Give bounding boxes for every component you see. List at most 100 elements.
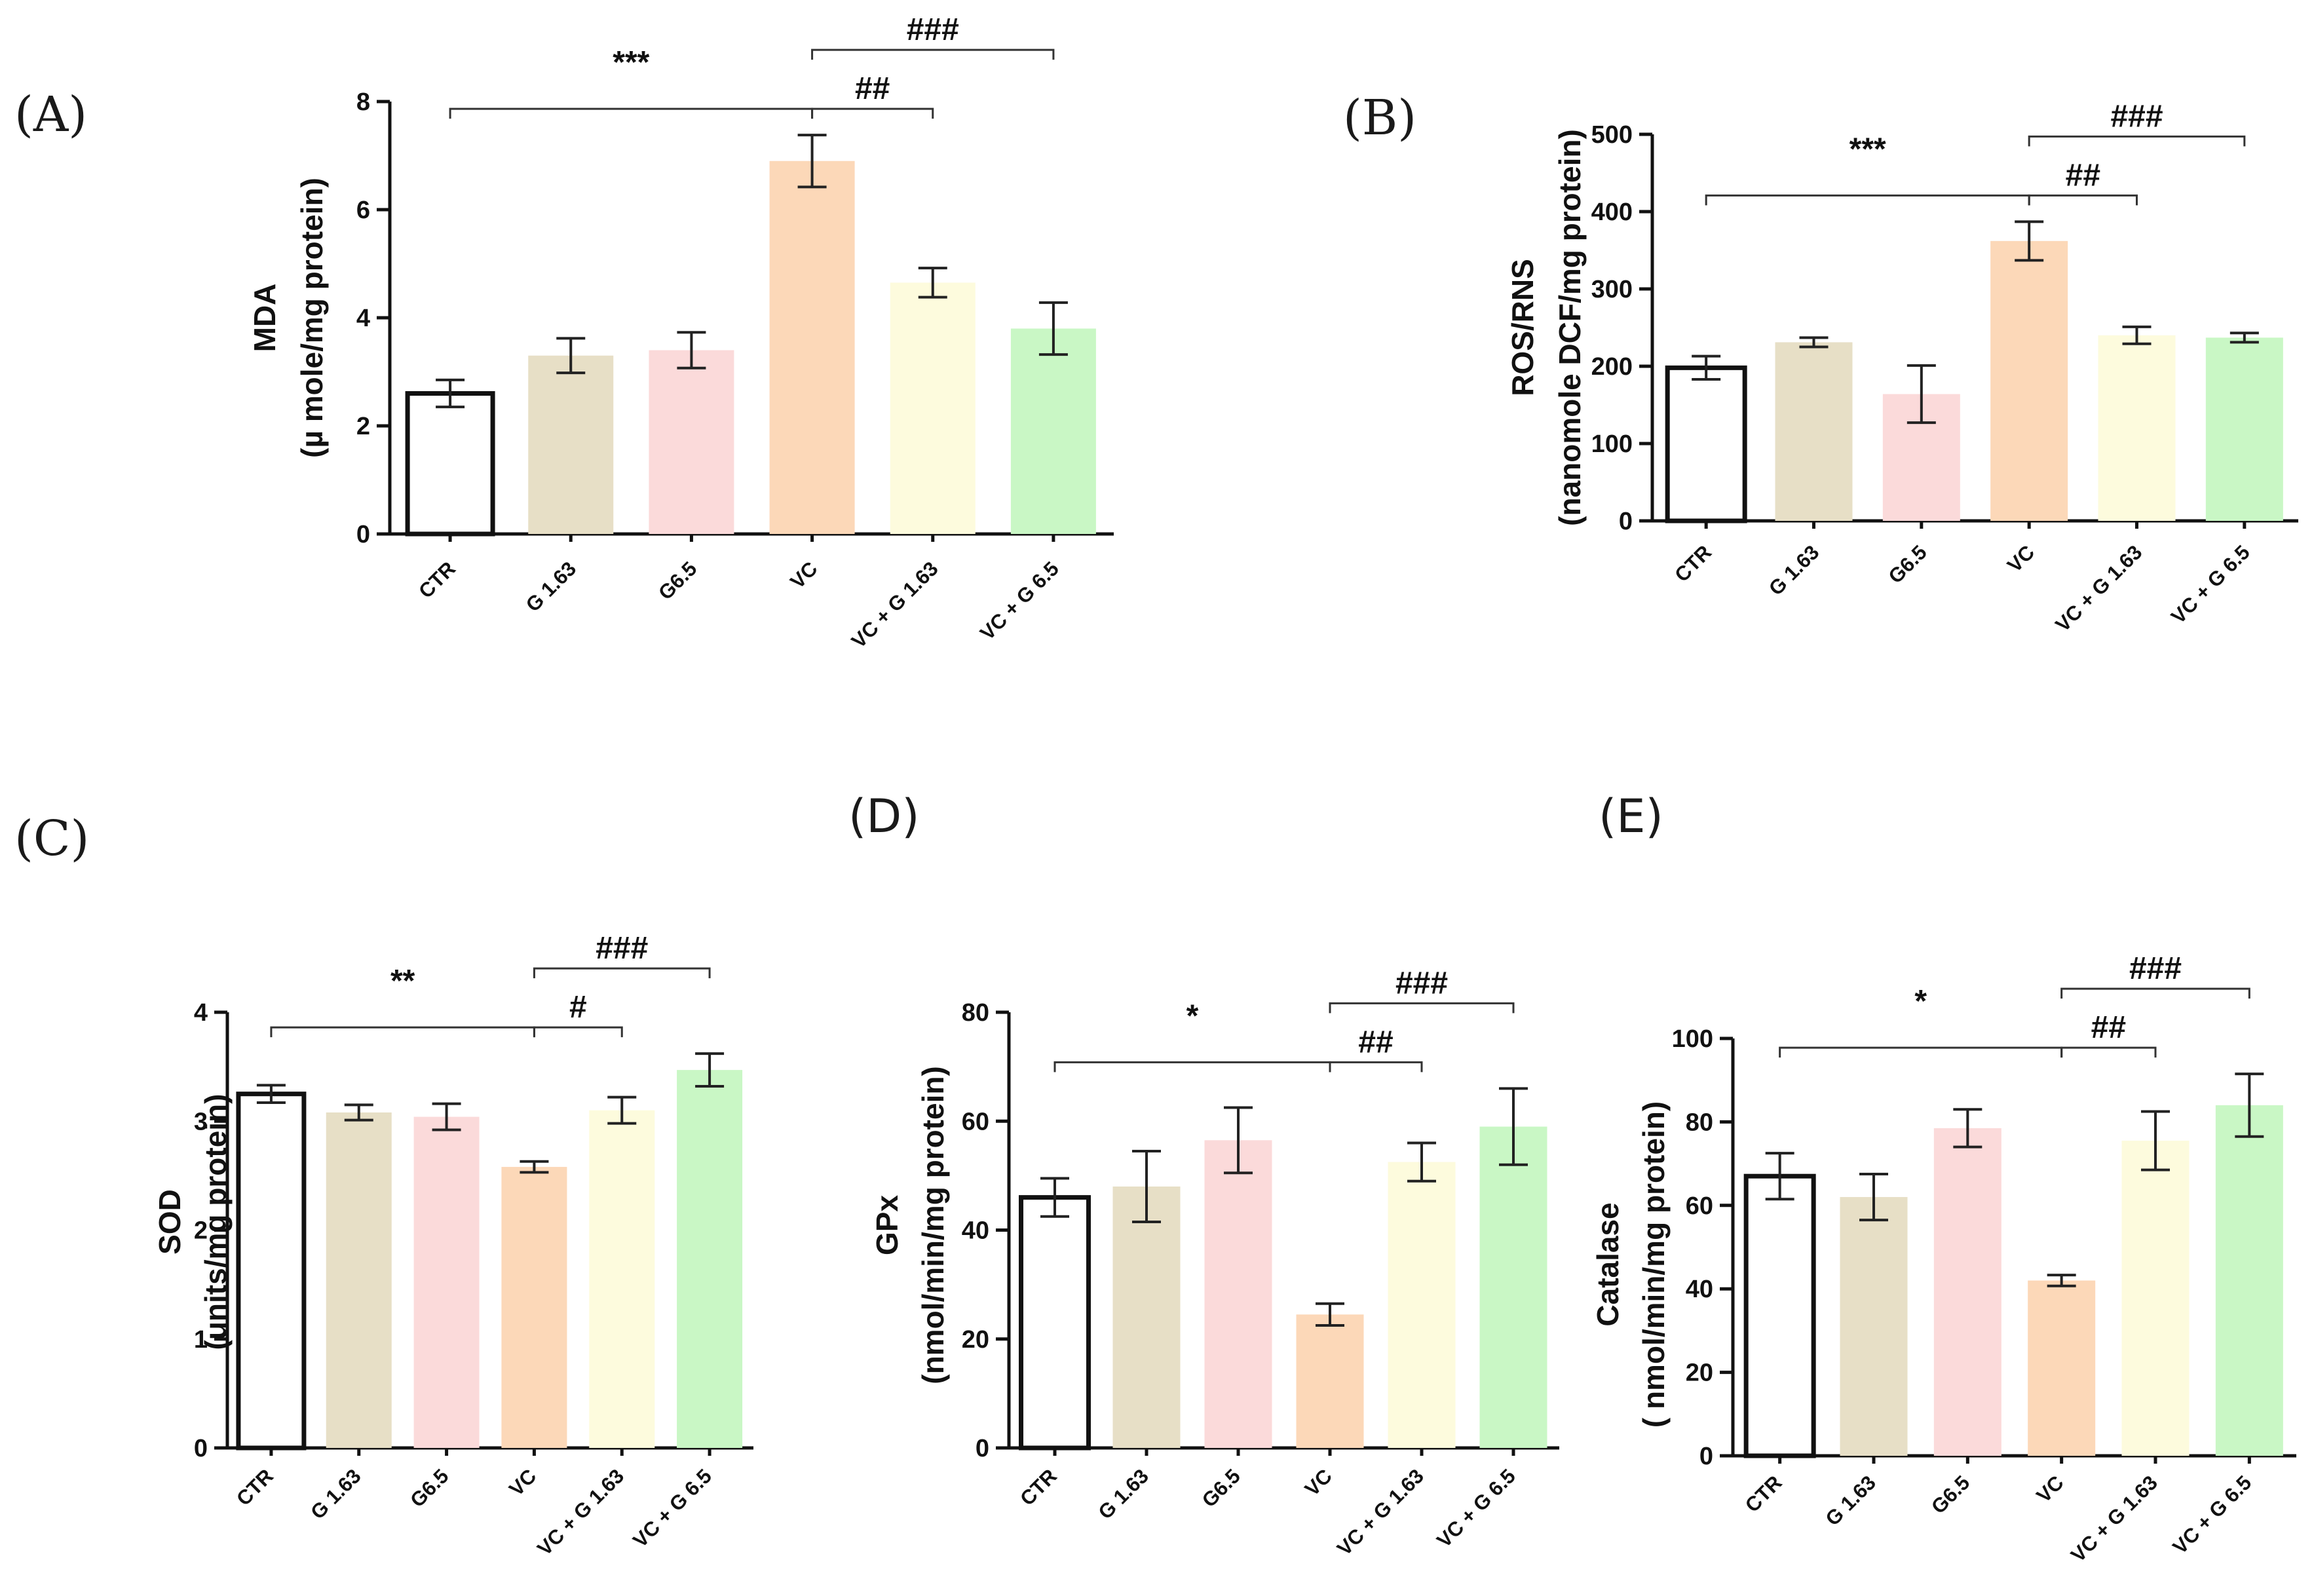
panel-d-error-bar [1407, 1141, 1436, 1183]
panel-a-letter: (A) [14, 86, 87, 143]
panel-b-y-tick-label: 500 [1591, 121, 1633, 149]
panel-e-category-label: VC + G 1.63 [2066, 1471, 2162, 1567]
panel-e-error-bar [2047, 1274, 2076, 1287]
panel-b-plot: 0 100 200 300 400 500 CTR G 1.63 G6.5 VC VC + G 1.… [1591, 99, 2298, 636]
panel-d-error-bar [1132, 1149, 1161, 1224]
panel-b-y-tick-label: 200 [1591, 353, 1633, 381]
panel-c-y-tick-label: 0 [194, 1435, 208, 1462]
panel-b-significance-label: ### [2110, 99, 2163, 134]
panel-b-letter: (B) [1343, 90, 1416, 146]
panel-a-ylabel-units: (µ mole/mg protein) [295, 178, 329, 458]
panel-d-bar [1112, 1187, 1181, 1448]
panel-e-category-label: G 1.63 [1821, 1471, 1880, 1530]
panel-a-y-tick-label: 6 [356, 197, 370, 224]
panel-d-significance-label: ### [1395, 966, 1448, 1000]
panel-e-bar [1933, 1128, 2001, 1456]
panel-b: (B) ROS/RNS (nanomole DCF/mg protein) 0 1… [1343, 90, 2298, 636]
panel-a-y-tick-label: 2 [356, 413, 370, 440]
panel-b-significance-label: ## [2066, 158, 2100, 193]
panel-b-ylabel-units: (nanomole DCF/mg protein) [1553, 129, 1587, 526]
panel-d-significance-label: * [1186, 998, 1199, 1033]
panel-c-y-tick-label: 2 [194, 1217, 208, 1245]
panel-b-ylabel: ROS/RNS [1506, 259, 1540, 396]
panel-e-bar [2028, 1280, 2096, 1456]
panel-c-category-label: VC + G 1.63 [533, 1464, 628, 1560]
panel-d-category-label: G 1.63 [1093, 1464, 1153, 1524]
panel-a-category-label: VC [786, 557, 822, 593]
panel-c-category-label: G6.5 [406, 1464, 453, 1511]
panel-a-category-label: G 1.63 [522, 557, 581, 617]
panel-a-bar [769, 161, 855, 534]
panel-d-significance-bracket [1329, 1061, 1423, 1073]
panel-b-error-bar [1692, 354, 1721, 381]
panel-a-significance-bracket [811, 107, 934, 119]
panel-a-bar [649, 350, 734, 534]
panel-a-error-bar [1038, 301, 1068, 356]
panel-d-y-tick-label: 40 [962, 1217, 989, 1245]
panel-b-bar [2205, 337, 2283, 521]
panel-b-category-label: VC [2003, 541, 2039, 577]
panel-a-y-tick-label: 4 [356, 305, 370, 332]
panel-c-significance-label: ### [596, 931, 648, 966]
panel-b-error-bar [2229, 332, 2259, 344]
panel-c-significance-label: ** [390, 964, 415, 998]
panel-d-ylabel-units: (nmol/min/mg protein) [916, 1066, 950, 1384]
panel-e-y-tick-label: 40 [1686, 1276, 1713, 1303]
panel-e-error-bar [1953, 1108, 1982, 1149]
panel-e-y-tick-label: 20 [1686, 1359, 1713, 1387]
panel-c-significance-bracket [533, 967, 711, 979]
panel-c-error-bar [607, 1095, 637, 1125]
panel-d-bar [1019, 1195, 1091, 1451]
panel-e-y-tick-label: 0 [1699, 1443, 1713, 1470]
panel-c-category-label: CTR [232, 1464, 278, 1510]
panel-d-category-label: VC [1300, 1464, 1337, 1500]
panel-b-y-tick-label: 100 [1591, 430, 1633, 458]
panel-a-y-tick-label: 8 [356, 88, 370, 116]
panel-a-error-bar [556, 337, 586, 375]
panel-d-significance-bracket [1329, 1002, 1515, 1014]
panel-a-bar [528, 355, 614, 534]
panel-c-significance-bracket [533, 1026, 623, 1038]
panel-e-significance-bracket [2060, 987, 2250, 999]
panel-a: (A) MDA (µ mole/mg protein) 0 2 4 6 8 CTR G 1.… [14, 12, 1114, 653]
panel-c-bar [326, 1112, 392, 1448]
panel-c-category-label: VC + G 6.5 [628, 1464, 716, 1552]
panel-e-ylabel-units: ( nmol/min/mg protein) [1637, 1101, 1671, 1428]
panel-d-significance-label: ## [1358, 1025, 1393, 1059]
panel-b-bar [2098, 335, 2176, 521]
panel-d-bar [1388, 1162, 1456, 1448]
panel-c-y-tick-label: 3 [194, 1108, 208, 1135]
panel-d-error-bar [1040, 1177, 1069, 1218]
panel-e-category-label: G6.5 [1927, 1471, 1974, 1518]
panel-e-category-label: CTR [1741, 1471, 1787, 1517]
panel-b-category-label: G6.5 [1884, 541, 1931, 588]
panel-a-error-bar [918, 267, 947, 299]
panel-c-error-bar [344, 1103, 373, 1122]
panel-d-error-bar [1316, 1302, 1344, 1327]
panel-a-significance-label: *** [613, 45, 649, 80]
panel-e-y-tick-label: 60 [1686, 1192, 1713, 1220]
panel-d-y-tick-label: 80 [962, 999, 989, 1027]
panel-d-category-label: CTR [1015, 1464, 1061, 1510]
panel-c-bar [589, 1110, 655, 1448]
panel-e-error-bar [1859, 1173, 1888, 1222]
panel-c-error-bar [695, 1052, 725, 1088]
panel-b-bar [1665, 365, 1747, 523]
panel-d-category-label: G6.5 [1198, 1464, 1245, 1511]
panel-b-bar [1775, 342, 1853, 521]
panel-e-category-label: VC + G 6.5 [2168, 1471, 2256, 1559]
panel-a-category-label: VC + G 6.5 [976, 557, 1063, 645]
panel-b-bar [1990, 240, 2068, 521]
panel-a-y-tick-label: 0 [356, 521, 370, 548]
panel-e-error-bar [1765, 1152, 1794, 1201]
panel-c-bar [501, 1167, 567, 1448]
panel-e-error-bar [2141, 1110, 2170, 1171]
panel-d-letter: (D) [848, 789, 920, 843]
panel-b-category-label: G 1.63 [1764, 541, 1824, 600]
panel-b-category-label: VC + G 6.5 [2167, 541, 2254, 628]
panel-d-y-tick-label: 60 [962, 1108, 989, 1135]
